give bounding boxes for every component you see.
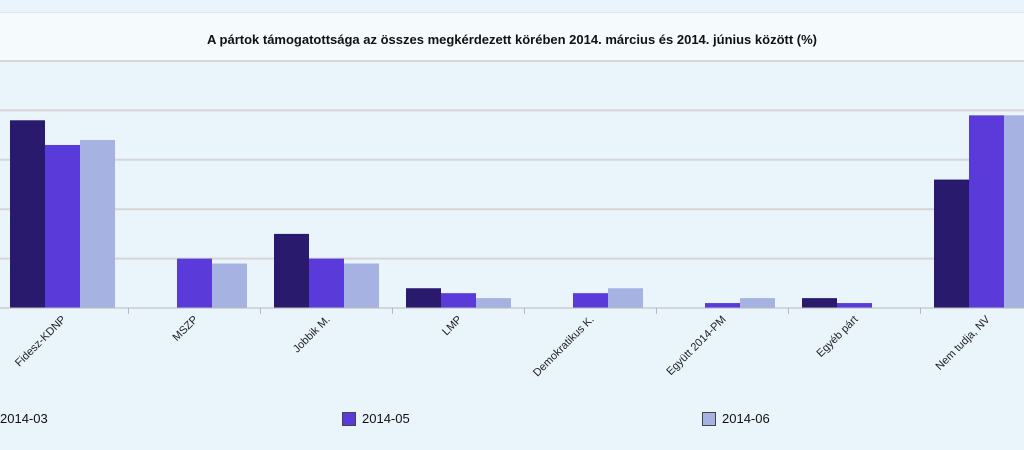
legend-item: 2014-06 [702, 411, 770, 426]
x-tick-label: MSZP [171, 314, 201, 344]
legend-swatch [702, 411, 716, 426]
bar [80, 140, 115, 308]
bar [476, 298, 511, 308]
bar [802, 298, 837, 308]
bar [344, 263, 379, 308]
legend: 2014-03 2014-05 2014-06 [0, 405, 1024, 435]
x-tick-label: Fidesz-KDNP [13, 314, 69, 370]
legend-item: 2014-03 [0, 411, 48, 426]
bar [212, 263, 247, 308]
legend-label: 2014-03 [0, 411, 48, 426]
title-bar [0, 12, 1024, 62]
bar [45, 144, 80, 308]
legend-item: 2014-05 [342, 411, 410, 426]
bar [10, 120, 45, 308]
legend-label: 2014-06 [722, 411, 770, 426]
x-tick-label: Jobbik M. [291, 314, 333, 356]
x-tick-label: Demokratikus K. [531, 314, 597, 380]
chart-title: A pártok támogatottsága az összes megkér… [207, 32, 817, 47]
bar [441, 293, 476, 308]
bar [608, 288, 643, 308]
x-tick-label: Egyéb párt [815, 314, 861, 360]
bar [740, 298, 775, 308]
x-tick-label: Együtt 2014-PM [664, 314, 728, 378]
bar [406, 288, 441, 308]
bar [1004, 115, 1024, 308]
legend-label: 2014-05 [362, 411, 410, 426]
bar [573, 293, 608, 308]
bar [705, 303, 740, 308]
bar [177, 258, 212, 308]
x-tick-label: Nem tudja, NV [934, 313, 994, 373]
bar [934, 179, 969, 308]
bar [274, 233, 309, 308]
legend-swatch [342, 411, 356, 426]
bar [837, 303, 872, 308]
x-tick-label: LMP [440, 314, 464, 338]
bar [969, 115, 1004, 308]
bar [309, 258, 344, 308]
